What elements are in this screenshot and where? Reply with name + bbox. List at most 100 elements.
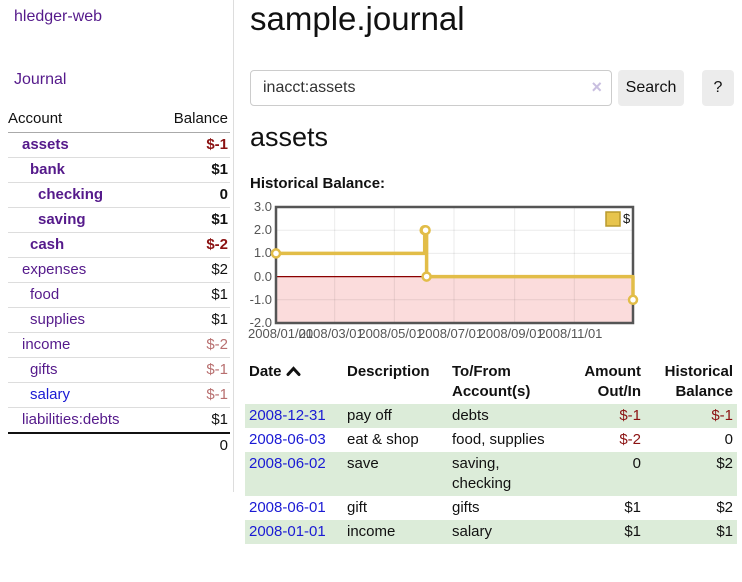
- y-axis-tick-label: -1.0: [249, 291, 272, 307]
- register-amount: 0: [632, 455, 641, 472]
- accounts-total-row: 0: [8, 432, 230, 458]
- chart-plot-area[interactable]: $: [270, 205, 639, 325]
- account-link-checking[interactable]: checking: [38, 186, 104, 203]
- register-accounts: salary: [452, 523, 493, 540]
- account-balance: $1: [211, 286, 228, 303]
- account-row: assets $-1: [8, 133, 230, 158]
- help-button[interactable]: ?: [702, 70, 734, 106]
- sidebar-item-journal[interactable]: Journal: [14, 71, 67, 88]
- account-row: income $-2: [8, 333, 230, 358]
- legend-swatch: [605, 211, 621, 227]
- register-column-label: Amount Out/In: [584, 363, 641, 400]
- account-row: supplies $1: [8, 308, 230, 333]
- account-balance: $1: [211, 311, 228, 328]
- account-link-food[interactable]: food: [30, 286, 60, 303]
- account-link-salary[interactable]: salary: [30, 386, 71, 403]
- data-point-marker: [421, 271, 432, 282]
- account-row: gifts $-1: [8, 358, 230, 383]
- y-axis-tick-label: 2.0: [253, 222, 272, 238]
- register-balance: $2: [716, 455, 733, 472]
- register-date-cell: 2008-12-31: [245, 404, 343, 428]
- account-balance: 0: [219, 186, 228, 203]
- plot-border: [274, 205, 635, 325]
- register-row: 2008-06-03 eat & shop food, supplies $-2 0: [245, 428, 737, 452]
- accounts-header-balance: Balance: [173, 110, 228, 127]
- accounts-total-value: 0: [219, 437, 228, 454]
- sidebar-divider: [233, 0, 234, 492]
- register-accounts: debts: [452, 407, 489, 424]
- register-balance: $2: [716, 499, 733, 516]
- data-point-marker: [420, 224, 431, 236]
- register-amount: $-2: [619, 431, 641, 448]
- x-axis-tick-label: 2008/05/01: [358, 326, 424, 341]
- account-row: food $1: [8, 283, 230, 308]
- register-column-header: Amount Out/In: [560, 360, 645, 404]
- register-date-cell: 2008-06-02: [245, 452, 343, 496]
- register-header: Date Description To/From Account(s) Amount …: [245, 360, 737, 404]
- x-axis-tick-label: 2008/07/01: [418, 326, 484, 341]
- register-row: 2008-06-02 save saving, checking 0 $2: [245, 452, 737, 496]
- account-link-gifts[interactable]: gifts: [30, 361, 58, 378]
- y-axis-tick-label: -2.0: [249, 315, 272, 330]
- register-description: save: [347, 455, 379, 472]
- historical-balance-chart[interactable]: 3.0 2.0 1.0 0.0 -1.0 -2.0 2008/01/01 2008/03/01…: [240, 199, 740, 347]
- account-link-bank[interactable]: bank: [30, 161, 66, 178]
- register-row: 2008-12-31 pay off debts $-1 $-1: [245, 404, 737, 428]
- y-axis-tick-label: 0.0: [253, 268, 272, 284]
- register-date-cell: 2008-01-01: [245, 520, 343, 544]
- account-balance: $2: [211, 261, 228, 278]
- search-button[interactable]: Search: [618, 70, 684, 106]
- register-amount: $1: [624, 499, 641, 516]
- account-balance: $-2: [206, 236, 228, 253]
- account-link-supplies[interactable]: supplies: [30, 311, 86, 328]
- brand-link[interactable]: hledger-web: [14, 8, 103, 25]
- register-date-link[interactable]: 2008-06-03: [249, 431, 326, 448]
- account-link-assets[interactable]: assets: [22, 136, 69, 153]
- register-column-header: To/From Account(s): [448, 360, 560, 404]
- x-axis-tick-label: 2008/11/01: [538, 326, 603, 341]
- account-link-liabilities-debts[interactable]: liabilities:debts: [22, 411, 120, 428]
- register-row: 2008-01-01 income salary $1 $1: [245, 520, 737, 544]
- page-title: sample.journal: [250, 0, 465, 37]
- register-description: pay off: [347, 407, 392, 424]
- account-link-saving[interactable]: saving: [38, 211, 86, 228]
- register-column-header: Description: [343, 360, 448, 404]
- register-amount: $1: [624, 523, 641, 540]
- account-balance: $1: [211, 211, 228, 228]
- register-date-link[interactable]: 2008-06-02: [249, 455, 326, 472]
- register-balance: $1: [716, 523, 733, 540]
- account-link-income[interactable]: income: [22, 336, 71, 353]
- register-column-label: Date: [249, 363, 282, 380]
- register-date-cell: 2008-06-01: [245, 496, 343, 520]
- accounts-header-account: Account: [8, 110, 63, 127]
- register-date-link[interactable]: 2008-01-01: [249, 523, 326, 540]
- account-balance: $-2: [206, 336, 228, 353]
- search-input[interactable]: [250, 70, 612, 106]
- x-axis-tick-label: 2008/01/01: [248, 326, 314, 341]
- account-link-cash[interactable]: cash: [30, 236, 65, 253]
- chart-label: Historical Balance:: [250, 175, 386, 192]
- x-axis-tick-label: 2008/03/01: [298, 326, 364, 341]
- sort-asc-icon: [286, 366, 301, 376]
- register-date-link[interactable]: 2008-06-01: [249, 499, 326, 516]
- account-row: cash $-2: [8, 233, 230, 258]
- clear-search-icon[interactable]: ×: [591, 77, 602, 97]
- account-link-expenses[interactable]: expenses: [22, 261, 87, 278]
- register-column-header[interactable]: Date: [245, 360, 343, 404]
- y-axis-tick-label: 3.0: [253, 199, 272, 214]
- negative-region: [276, 276, 633, 323]
- data-point-marker: [627, 294, 639, 306]
- register-description: eat & shop: [347, 431, 419, 448]
- account-row: checking 0: [8, 183, 230, 208]
- register-description: gift: [347, 499, 368, 516]
- register-column-label: Description: [347, 363, 430, 380]
- register-column-header: Historical Balance: [645, 360, 737, 404]
- register-date-cell: 2008-06-03: [245, 428, 343, 452]
- account-balance: $-1: [206, 136, 228, 153]
- register-date-link[interactable]: 2008-12-31: [249, 407, 326, 424]
- register-column-label: Historical Balance: [664, 363, 733, 400]
- account-row: liabilities:debts $1: [8, 408, 230, 432]
- register-balance: 0: [724, 431, 733, 448]
- account-row: expenses $2: [8, 258, 230, 283]
